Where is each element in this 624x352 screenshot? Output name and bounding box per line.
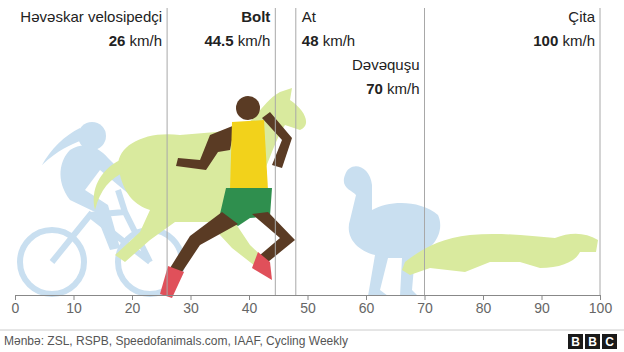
category-label: Həvəskar velosipedçi — [20, 8, 162, 25]
logo-box — [568, 334, 583, 349]
tick-label: 80 — [476, 300, 492, 316]
category-label: Dəvəquşu — [352, 56, 420, 73]
bolt-arm — [262, 112, 292, 168]
tick: 50 — [300, 295, 316, 316]
logo: BBC — [568, 334, 617, 349]
tick: 100 — [589, 295, 613, 316]
logo-box — [602, 334, 617, 349]
illustrations — [20, 88, 598, 298]
tick-label: 10 — [66, 300, 82, 316]
speed-line — [600, 8, 601, 295]
bolt-head — [236, 96, 260, 120]
horse-tail — [94, 160, 125, 210]
bolt-vest — [230, 120, 268, 190]
chart: 0 10 20 30 40 50 60 70 80 90 100 Həvəskar velosiped… — [0, 0, 624, 352]
bolt-shoe — [160, 266, 184, 298]
value-label: 44.5 km/h — [204, 32, 270, 49]
tick: 90 — [534, 295, 550, 316]
bolt-leg — [170, 212, 238, 272]
tick-label: 60 — [359, 300, 375, 316]
logo-box — [585, 334, 600, 349]
tick: 70 — [417, 295, 433, 316]
speed-line — [424, 8, 425, 295]
logo-text: BBC — [571, 335, 614, 349]
labels: Həvəskar velosipedçi 26 km/h Bolt 44.5 km/h… — [20, 8, 595, 97]
category-label: Çita — [568, 8, 595, 25]
category-label: At — [302, 8, 317, 25]
value-label: 70 km/h — [366, 80, 419, 97]
value-label: 48 km/h — [302, 32, 355, 49]
tick: 30 — [183, 295, 199, 316]
speed-line — [167, 8, 168, 295]
x-axis: 0 10 20 30 40 50 60 70 80 90 100 — [12, 295, 613, 316]
tick: 10 — [66, 295, 82, 316]
value-label: 100 km/h — [533, 32, 595, 49]
tick-label: 40 — [242, 300, 258, 316]
bolt-shoe — [252, 252, 272, 280]
tick-label: 100 — [589, 300, 613, 316]
horse — [115, 88, 306, 270]
tick-label: 90 — [534, 300, 550, 316]
tick: 80 — [476, 295, 492, 316]
footer-rule — [0, 330, 624, 331]
ostrich — [344, 166, 440, 296]
bolt-arm — [176, 125, 235, 170]
tick-label: 0 — [12, 300, 20, 316]
cheetah — [402, 234, 598, 275]
value-label: 26 km/h — [109, 32, 162, 49]
tick: 60 — [359, 295, 375, 316]
tick-label: 30 — [183, 300, 199, 316]
tick: 40 — [242, 295, 258, 316]
speed-line — [275, 8, 276, 295]
tick: 0 — [12, 295, 20, 316]
tick-label: 70 — [417, 300, 433, 316]
tick-label: 20 — [125, 300, 141, 316]
source: Mənbə: ZSL, RSPB, Speedofanimals.com, IA… — [4, 334, 348, 348]
cyclist-head — [78, 122, 106, 150]
plot-area — [167, 8, 600, 295]
speed-line — [295, 8, 296, 295]
tick: 20 — [125, 295, 141, 316]
cyclist-hair — [42, 128, 82, 165]
tick-label: 50 — [300, 300, 316, 316]
category-label: Bolt — [241, 8, 270, 25]
